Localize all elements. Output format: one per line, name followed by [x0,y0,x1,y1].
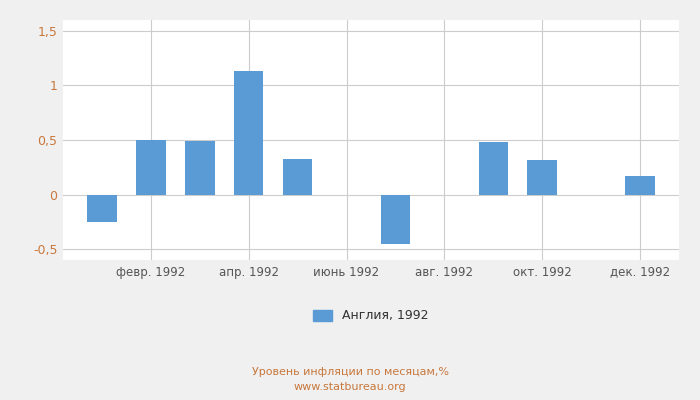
Bar [88,194,117,222]
Bar [527,160,556,194]
Bar [479,142,508,194]
Bar [625,176,654,194]
Legend: Англия, 1992: Англия, 1992 [314,310,428,322]
Bar [186,141,215,194]
Bar [283,158,312,194]
Bar [381,194,410,244]
Bar [136,140,166,194]
Text: Уровень инфляции по месяцам,%
www.statbureau.org: Уровень инфляции по месяцам,% www.statbu… [251,367,449,392]
Bar [234,71,263,194]
